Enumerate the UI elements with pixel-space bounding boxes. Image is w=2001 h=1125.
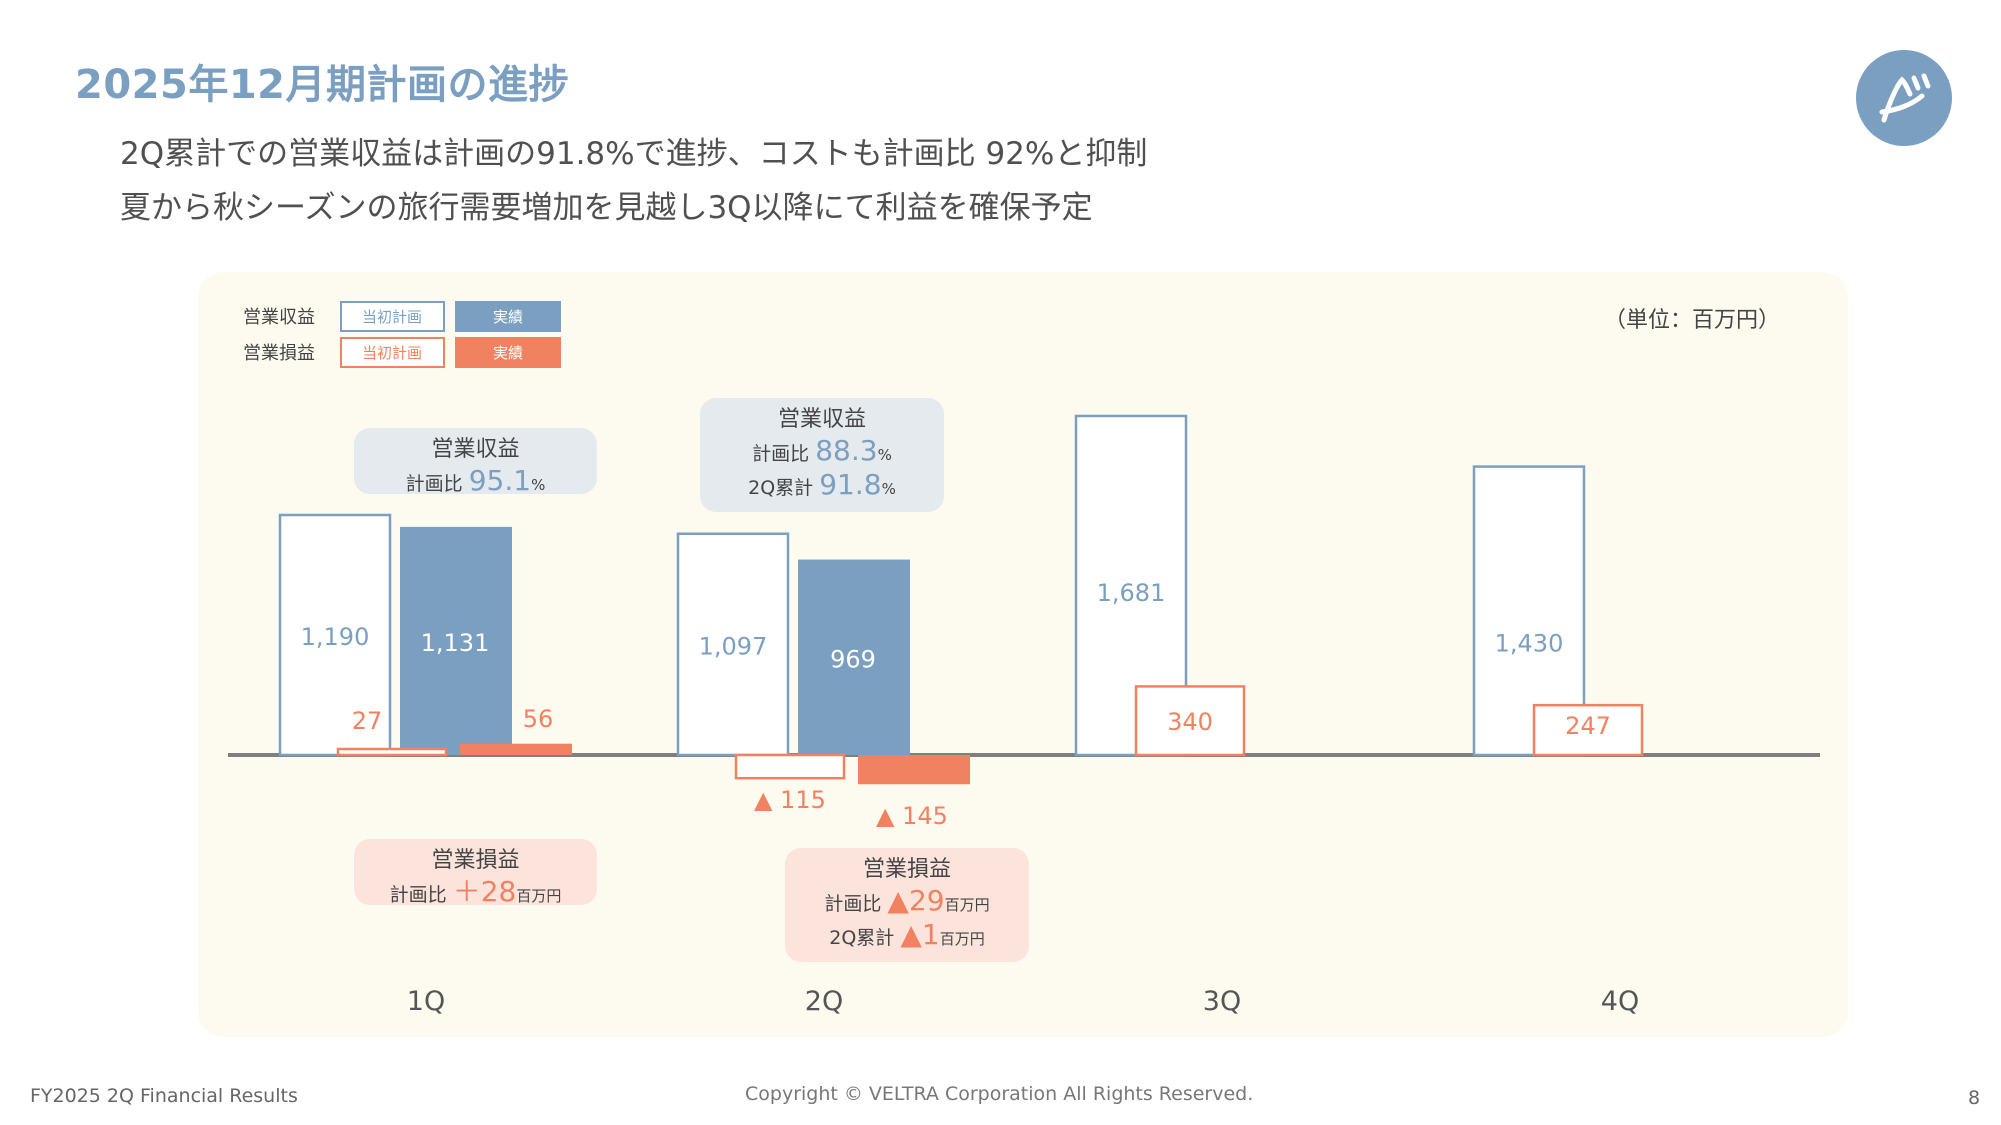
footer-copyright: Copyright © VELTRA Corporation All Right…: [745, 1083, 1254, 1105]
legend-swatch-revenue-plan: [340, 301, 445, 332]
footer-report-name: FY2025 2Q Financial Results: [30, 1085, 298, 1107]
page-number: 8: [1968, 1087, 1981, 1109]
bar-profit-plan-1Q: [336, 747, 448, 757]
profit-callout-1Q: [354, 839, 597, 905]
revenue-callout-2Q-title: 営業収益: [778, 407, 866, 432]
legend-label-profit: 営業損益: [243, 343, 315, 364]
revenue-callout-2Q-line-1: 計画比 88.3%: [752, 434, 892, 467]
bar-revenue-actual-2Q: [798, 559, 910, 755]
label-profit-actual-2Q: ▲ 145: [876, 802, 948, 830]
bar-profit-actual-1Q: [460, 743, 572, 755]
legend-revenue-actual-label: 実績: [493, 308, 523, 326]
legend-swatch-revenue-actual: [455, 301, 561, 332]
tick-label-1Q: 1Q: [407, 986, 445, 1017]
label-revenue-plan-3Q: 1,681: [1097, 579, 1166, 607]
bar-revenue-plan-2Q: [676, 532, 790, 757]
bar-profit-plan-3Q: [1134, 685, 1246, 757]
bar-profit-plan-4Q: [1532, 703, 1644, 757]
legend-label-revenue: 営業収益: [243, 307, 315, 328]
profit-callout-1Q-title: 営業損益: [431, 848, 519, 873]
label-revenue-actual-2Q: 969: [830, 645, 876, 673]
revenue-callout-2Q-line-2: 2Q累計 91.8%: [748, 468, 896, 501]
profit-callout-2Q-line-1: 計画比 ▲29百万円: [824, 884, 989, 917]
legend-swatch-profit-plan: [340, 337, 445, 368]
label-profit-plan-1Q: 27: [352, 707, 383, 735]
bar-revenue-plan-1Q: [278, 513, 392, 757]
tick-label-4Q: 4Q: [1601, 986, 1639, 1017]
page-title: 2025年12月期計画の進捗: [75, 62, 569, 108]
legend-profit-actual-label: 実績: [493, 344, 523, 362]
profit-callout-2Q: [785, 848, 1029, 962]
label-revenue-plan-4Q: 1,430: [1495, 630, 1564, 658]
subtitle-line-2: 夏から秋シーズンの旅行需要増加を見越し3Q以降にて利益を確保予定: [120, 190, 1093, 226]
subtitle-line-1: 2Q累計での営業収益は計画の91.8%で進捗、コストも計画比 92%と抑制: [120, 136, 1148, 172]
tick-label-2Q: 2Q: [805, 986, 843, 1017]
legend-profit-plan-label: 当初計画: [362, 344, 422, 362]
profit-callout-1Q-line-1: 計画比 ＋28百万円: [390, 875, 562, 908]
revenue-callout-2Q: [700, 398, 944, 512]
label-profit-actual-1Q: 56: [523, 705, 554, 733]
label-profit-plan-3Q: 340: [1167, 708, 1213, 736]
label-profit-plan-2Q: ▲ 115: [754, 786, 826, 814]
bar-revenue-actual-1Q: [400, 526, 512, 755]
profit-callout-2Q-title: 営業損益: [863, 857, 951, 882]
profit-callout-2Q-line-2: 2Q累計 ▲1百万円: [829, 918, 984, 951]
legend-swatch-profit-actual: [455, 337, 561, 368]
revenue-callout-1Q-line-1: 計画比 95.1%: [406, 464, 546, 497]
revenue-callout-1Q: [354, 428, 597, 494]
revenue-callout-1Q-title: 営業収益: [431, 437, 519, 462]
label-revenue-plan-1Q: 1,190: [301, 623, 370, 651]
label-revenue-actual-1Q: 1,131: [421, 629, 490, 657]
legend-revenue-plan-label: 当初計画: [362, 308, 422, 326]
bar-profit-plan-2Q: [734, 753, 846, 780]
bar-profit-actual-2Q: [858, 755, 970, 785]
veltra-logo-icon: [1856, 50, 1952, 146]
label-revenue-plan-2Q: 1,097: [699, 632, 768, 660]
label-profit-plan-4Q: 247: [1565, 712, 1611, 740]
tick-label-3Q: 3Q: [1203, 986, 1241, 1017]
unit-label: （単位：百万円）: [1604, 308, 1780, 333]
